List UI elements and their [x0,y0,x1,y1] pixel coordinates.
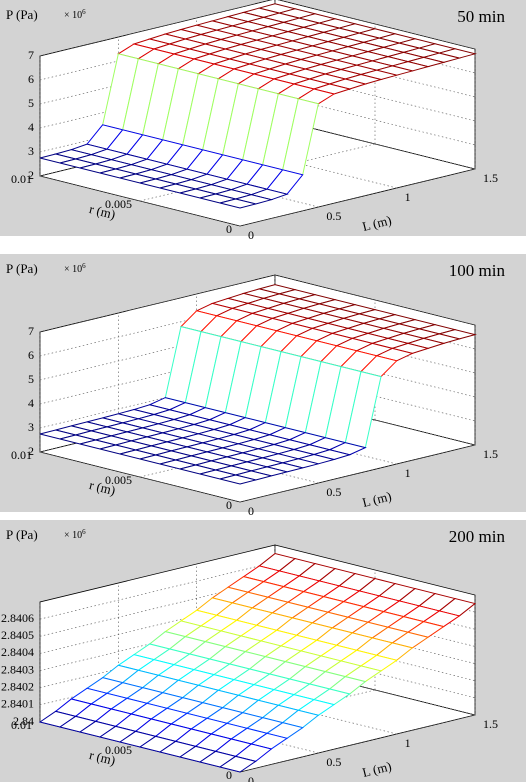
r-tick-label: 0 [226,768,232,782]
z-tick-label: 2.8403 [1,662,34,676]
grid-line [239,444,476,503]
r-tick-label: 0.005 [105,473,132,487]
z-scale: × 106 [64,8,86,22]
grid-line [39,596,276,654]
grid-line [39,561,276,620]
l-tick-label: 0.5 [326,485,341,499]
r-tick-label: 0.01 [11,448,32,462]
l-axis-label: L (m) [361,488,393,510]
grid-line [39,298,276,357]
panel: 2 3 4 5 6 7 0 0.005 0.01 0 0.5 1 1.5 100 min P (Pa) × 1… [0,254,526,518]
z-tick-label: 2.8404 [1,645,34,659]
r-tick-label: 0.005 [105,743,132,757]
chart-title: 50 min [457,7,505,26]
z-tick-label: 2 [28,168,34,182]
r-axis-label: r (m) [88,477,117,498]
z-scale-power: 6 [82,528,86,536]
grid-line [39,578,276,637]
l-tick-label: 1.5 [483,447,498,461]
l-axis-label: L (m) [361,758,393,780]
z-tick-label: 2 [28,444,34,458]
grid-line [239,714,476,773]
chart-title: 100 min [449,261,506,280]
mesh-cell [219,198,256,209]
z-tick-label: 3 [28,420,34,434]
l-tick-label: 1.5 [483,717,498,731]
z-tick-label: 4 [28,396,34,410]
l-tick-label: 0.5 [326,209,341,223]
mesh-cell [218,755,257,773]
grid-line [39,346,276,405]
mesh-cell [219,474,256,485]
l-tick-label: 1 [405,190,411,204]
z-scale-power: 6 [82,8,86,16]
r-tick-label: 0.01 [11,718,32,732]
grid-line [39,370,276,429]
z-tick-label: 5 [28,372,34,386]
l-tick-label: 0.5 [326,755,341,769]
z-scale: × 106 [64,262,86,276]
l-tick-label: 0 [248,774,254,782]
z-tick-label: 2.8405 [1,628,34,642]
z-axis-label: P (Pa) [6,261,38,276]
l-tick-label: 1 [405,466,411,480]
z-tick-label: 2.8401 [1,697,34,711]
r-tick-label: 0.005 [105,197,132,211]
z-scale-base: × 10 [64,10,82,21]
grid-line [239,168,476,227]
z-tick-label: 4 [28,120,34,134]
l-tick-label: 0 [248,228,254,242]
grid-line [39,274,276,333]
z-tick-label: 7 [28,324,34,338]
r-axis-label: r (m) [88,201,117,222]
z-tick-label: 7 [28,48,34,62]
z-tick-label: 6 [28,348,34,362]
r-axis-label: r (m) [88,747,117,768]
panel: 2 3 4 5 6 7 0 0.005 0.01 0 0.5 1 1.5 50 min P (Pa) × 10… [0,0,526,242]
z-scale-power: 6 [82,262,86,270]
grid-line [39,0,273,57]
l-axis-label: L (m) [361,212,393,234]
z-axis-label: P (Pa) [6,7,38,22]
z-tick-label: 3 [28,144,34,158]
z-tick-label: 2.8406 [1,611,34,625]
grid-line [39,322,276,381]
r-tick-label: 0 [226,498,232,512]
z-scale-base: × 10 [64,264,82,275]
z-tick-label: 6 [28,72,34,86]
l-tick-label: 0 [248,504,254,518]
z-axis-label: P (Pa) [6,527,38,542]
l-tick-label: 1 [405,736,411,750]
l-tick-label: 1.5 [483,171,498,185]
r-tick-label: 0.01 [11,172,32,186]
z-tick-label: 2.8402 [1,679,34,693]
z-tick-label: 2.84 [13,714,34,728]
chart-title: 200 min [449,527,506,546]
r-tick-label: 0 [226,222,232,236]
z-scale-base: × 10 [64,530,82,541]
z-tick-label: 5 [28,96,34,110]
panel: 2.84 2.8401 2.8402 2.8403 2.8404 2.8405 2.8406… [0,520,526,782]
z-scale: × 106 [64,528,86,542]
